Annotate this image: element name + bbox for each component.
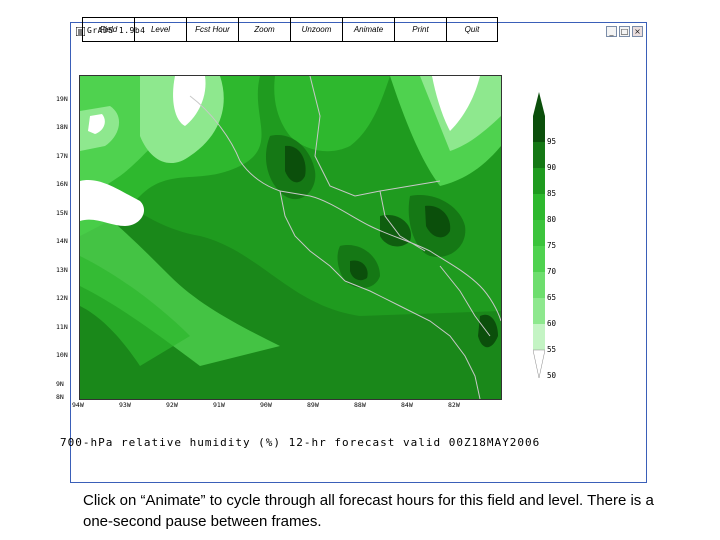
lon-label: 90W xyxy=(260,401,272,409)
menu-print[interactable]: Print xyxy=(394,18,446,42)
menu-field[interactable]: Field xyxy=(82,18,134,42)
colorbar-label: 55 xyxy=(547,345,557,354)
window-title: GrADS 1.9b4 xyxy=(87,26,146,35)
lat-label: 17N xyxy=(56,152,68,160)
menu-animate[interactable]: Animate xyxy=(342,18,394,42)
colorbar-label: 65 xyxy=(547,293,557,302)
menu-fcst-hour[interactable]: Fcst Hour xyxy=(186,18,238,42)
lon-label: 92W xyxy=(166,401,178,409)
lat-label: 19N xyxy=(56,95,68,103)
plot-title: 700-hPa relative humidity (%) 12-hr fore… xyxy=(60,436,541,449)
lon-label: 84W xyxy=(401,401,413,409)
colorbar-label: 75 xyxy=(547,241,557,250)
colorbar-label: 70 xyxy=(547,267,557,276)
colorbar-label: 95 xyxy=(547,137,557,146)
colorbar-label: 90 xyxy=(547,163,557,172)
minimize-button[interactable]: _ xyxy=(606,26,617,37)
lat-label: 10N xyxy=(56,351,68,359)
colorbar-label: 85 xyxy=(547,189,557,198)
lat-label: 18N xyxy=(56,123,68,131)
lon-label: 82W xyxy=(448,401,460,409)
menu-level[interactable]: Level xyxy=(134,18,186,42)
instruction-caption: Click on “Animate” to cycle through all … xyxy=(83,492,654,530)
lat-label: 15N xyxy=(56,209,68,217)
close-button[interactable]: × xyxy=(632,26,643,37)
colorbar-label: 80 xyxy=(547,215,557,224)
menu-bar: Field Level Fcst Hour Zoom Unzoom Animat… xyxy=(82,17,498,42)
title-bar[interactable]: GrADS 1.9b4 _ □ × xyxy=(71,23,646,41)
lat-label: 14N xyxy=(56,237,68,245)
maximize-button[interactable]: □ xyxy=(619,26,630,37)
lat-label: 13N xyxy=(56,266,68,274)
colorbar xyxy=(533,92,545,378)
lon-label: 91W xyxy=(213,401,225,409)
lon-label: 89W xyxy=(307,401,319,409)
lat-label: 11N xyxy=(56,323,68,331)
menu-quit[interactable]: Quit xyxy=(446,18,498,42)
lat-label: 9N xyxy=(56,380,64,388)
menu-unzoom[interactable]: Unzoom xyxy=(290,18,342,42)
menu-zoom[interactable]: Zoom xyxy=(238,18,290,42)
lat-label: 12N xyxy=(56,294,68,302)
lat-label: 8N xyxy=(56,393,64,401)
lon-label: 93W xyxy=(119,401,131,409)
lon-label: 88W xyxy=(354,401,366,409)
colorbar-label: 60 xyxy=(547,319,557,328)
humidity-map[interactable] xyxy=(79,75,502,400)
colorbar-label: 50 xyxy=(547,371,557,380)
lon-label: 94W xyxy=(72,401,84,409)
lat-label: 16N xyxy=(56,180,68,188)
humidity-field xyxy=(80,76,501,399)
